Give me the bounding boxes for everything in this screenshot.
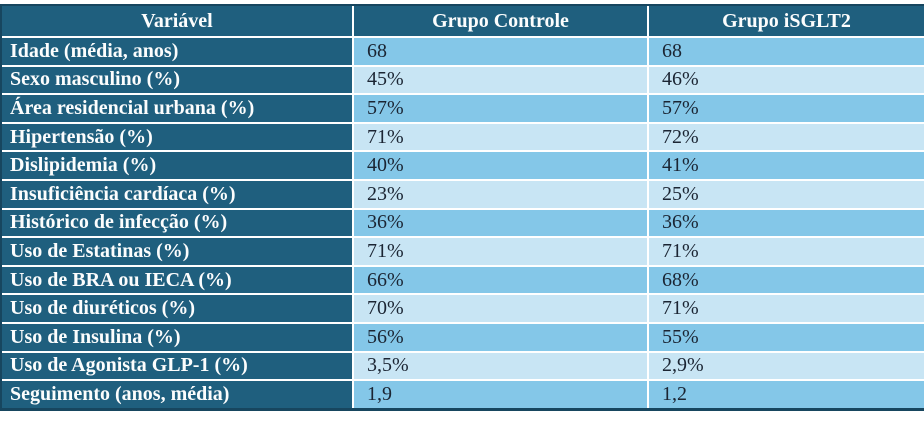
cell-grupo-isglt2: 1,2 — [649, 381, 924, 408]
cell-grupo-isglt2: 46% — [649, 66, 924, 94]
cell-grupo-controle: 36% — [354, 209, 647, 237]
row-label: Uso de Estatinas (%) — [2, 238, 352, 265]
column-header-grupo-isglt2: Grupo iSGLT2 — [649, 6, 924, 36]
row-label: Sexo masculino (%) — [2, 66, 352, 94]
cell-grupo-controle: 56% — [354, 323, 647, 351]
row-label: Área residencial urbana (%) — [2, 95, 352, 122]
cell-grupo-controle: 68 — [354, 38, 647, 65]
cell-grupo-controle: 23% — [354, 180, 647, 208]
cell-grupo-controle: 70% — [354, 295, 647, 322]
row-label: Dislipidemia (%) — [2, 152, 352, 179]
row-label: Uso de BRA ou IECA (%) — [2, 266, 352, 294]
cell-grupo-controle: 71% — [354, 123, 647, 151]
cell-grupo-isglt2: 55% — [649, 323, 924, 351]
cell-grupo-controle: 66% — [354, 266, 647, 294]
comparison-table: Variável Grupo Controle Grupo iSGLT2 Ida… — [0, 4, 924, 411]
cell-grupo-isglt2: 68% — [649, 266, 924, 294]
cell-grupo-controle: 40% — [354, 152, 647, 179]
row-label: Uso de Insulina (%) — [2, 323, 352, 351]
cell-grupo-isglt2: 68 — [649, 38, 924, 65]
cell-grupo-isglt2: 25% — [649, 180, 924, 208]
column-header-grupo-controle: Grupo Controle — [354, 6, 647, 36]
row-label: Hipertensão (%) — [2, 123, 352, 151]
row-label: Uso de diuréticos (%) — [2, 295, 352, 322]
cell-grupo-isglt2: 36% — [649, 209, 924, 237]
row-label: Idade (média, anos) — [2, 38, 352, 65]
row-label: Uso de Agonista GLP-1 (%) — [2, 352, 352, 380]
cell-grupo-controle: 57% — [354, 95, 647, 122]
cell-grupo-isglt2: 72% — [649, 123, 924, 151]
cell-grupo-controle: 45% — [354, 66, 647, 94]
row-label: Seguimento (anos, média) — [2, 381, 352, 408]
cell-grupo-isglt2: 71% — [649, 295, 924, 322]
cell-grupo-controle: 1,9 — [354, 381, 647, 408]
cell-grupo-isglt2: 71% — [649, 238, 924, 265]
cell-grupo-isglt2: 57% — [649, 95, 924, 122]
column-header-variavel: Variável — [2, 6, 352, 36]
cell-grupo-controle: 71% — [354, 238, 647, 265]
cell-grupo-isglt2: 41% — [649, 152, 924, 179]
row-label: Histórico de infecção (%) — [2, 209, 352, 237]
cell-grupo-isglt2: 2,9% — [649, 352, 924, 380]
row-label: Insuficiência cardíaca (%) — [2, 180, 352, 208]
cell-grupo-controle: 3,5% — [354, 352, 647, 380]
